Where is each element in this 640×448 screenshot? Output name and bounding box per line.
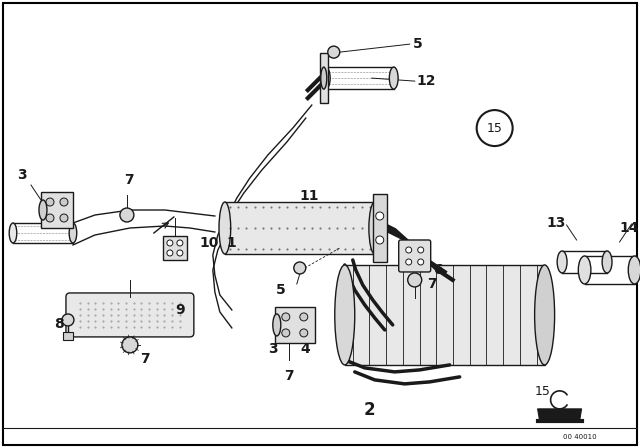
FancyBboxPatch shape — [66, 293, 194, 337]
Text: 7: 7 — [427, 277, 436, 291]
Ellipse shape — [39, 200, 47, 220]
FancyBboxPatch shape — [63, 332, 73, 340]
FancyBboxPatch shape — [399, 240, 431, 272]
Circle shape — [406, 247, 412, 253]
Text: 5: 5 — [413, 37, 422, 51]
Ellipse shape — [628, 256, 640, 284]
Text: 11: 11 — [300, 189, 319, 203]
Polygon shape — [538, 409, 582, 421]
Ellipse shape — [389, 67, 398, 89]
Circle shape — [328, 46, 340, 58]
Text: 15: 15 — [486, 121, 502, 134]
FancyBboxPatch shape — [320, 53, 328, 103]
Text: 6: 6 — [433, 263, 442, 277]
Circle shape — [177, 250, 183, 256]
Ellipse shape — [321, 67, 330, 89]
Circle shape — [60, 198, 68, 206]
Circle shape — [167, 250, 173, 256]
Text: 2: 2 — [364, 401, 376, 419]
Circle shape — [408, 273, 422, 287]
Text: 14: 14 — [620, 221, 639, 235]
FancyBboxPatch shape — [372, 194, 387, 262]
Circle shape — [418, 259, 424, 265]
Ellipse shape — [602, 251, 612, 273]
Ellipse shape — [579, 256, 591, 284]
Circle shape — [122, 337, 138, 353]
Ellipse shape — [369, 202, 381, 254]
Text: 13: 13 — [547, 216, 566, 230]
Circle shape — [406, 259, 412, 265]
FancyBboxPatch shape — [345, 265, 545, 365]
Text: 5: 5 — [276, 283, 285, 297]
Circle shape — [282, 313, 290, 321]
Text: 12: 12 — [417, 74, 436, 88]
Ellipse shape — [219, 202, 230, 254]
Ellipse shape — [335, 265, 355, 365]
Circle shape — [167, 240, 173, 246]
Text: 4: 4 — [300, 342, 310, 356]
Circle shape — [282, 329, 290, 337]
Text: 3: 3 — [17, 168, 27, 182]
Circle shape — [120, 208, 134, 222]
Text: 15: 15 — [534, 385, 550, 398]
Text: 00 40010: 00 40010 — [563, 434, 596, 440]
Ellipse shape — [557, 251, 567, 273]
Circle shape — [376, 236, 384, 244]
Circle shape — [300, 313, 308, 321]
Circle shape — [46, 198, 54, 206]
Text: 1: 1 — [227, 236, 237, 250]
Circle shape — [294, 262, 306, 274]
Text: 7: 7 — [140, 352, 150, 366]
Text: 3: 3 — [268, 342, 278, 356]
Text: 8: 8 — [54, 317, 64, 331]
FancyBboxPatch shape — [275, 307, 315, 343]
Text: 7: 7 — [124, 173, 134, 187]
Circle shape — [46, 214, 54, 222]
Ellipse shape — [9, 223, 17, 243]
Ellipse shape — [321, 67, 327, 89]
FancyBboxPatch shape — [163, 236, 187, 260]
Ellipse shape — [69, 223, 77, 243]
Circle shape — [376, 212, 384, 220]
Circle shape — [62, 314, 74, 326]
FancyBboxPatch shape — [225, 202, 375, 254]
Circle shape — [300, 329, 308, 337]
Text: 9: 9 — [175, 303, 184, 317]
Circle shape — [418, 247, 424, 253]
Text: 7: 7 — [284, 369, 294, 383]
Ellipse shape — [534, 265, 555, 365]
Ellipse shape — [273, 314, 281, 336]
Circle shape — [60, 214, 68, 222]
Circle shape — [177, 240, 183, 246]
FancyBboxPatch shape — [41, 192, 73, 228]
Text: 10: 10 — [200, 236, 220, 250]
